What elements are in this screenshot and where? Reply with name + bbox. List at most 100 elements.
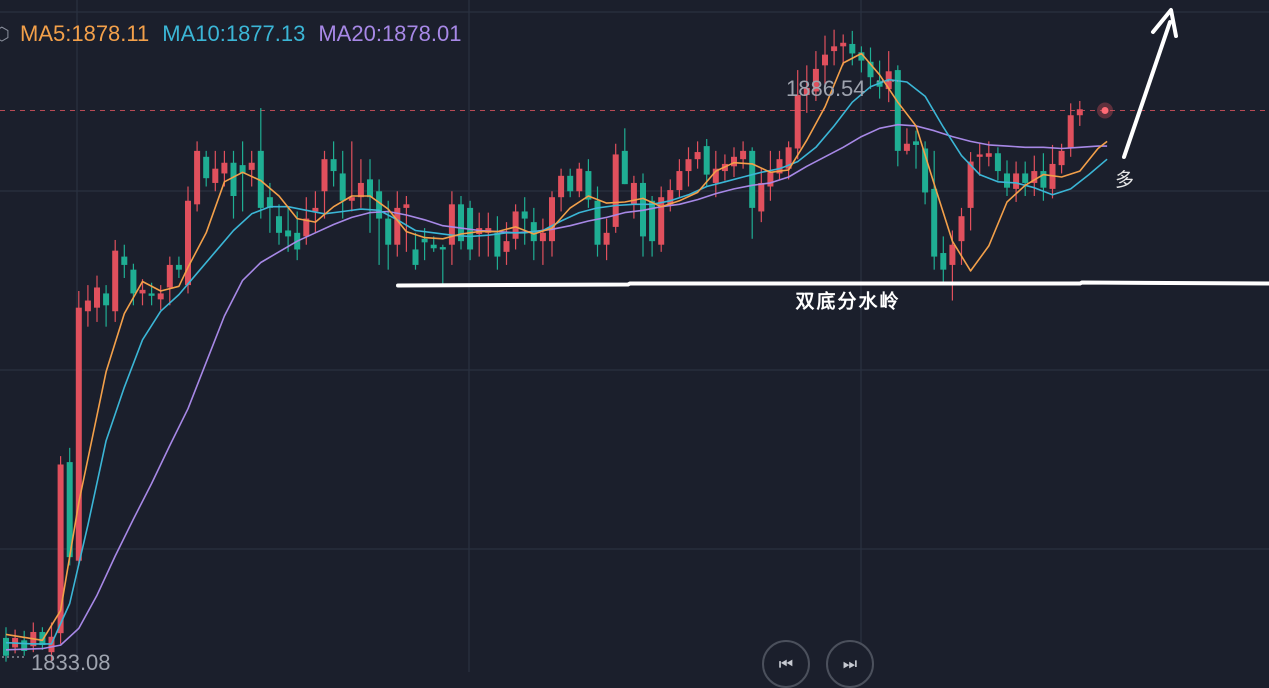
candle-body bbox=[84, 300, 91, 312]
candle-body bbox=[448, 204, 455, 245]
ma5-value: MA5:1878.11 bbox=[20, 21, 150, 46]
candle-body bbox=[203, 156, 210, 179]
candle-body bbox=[913, 141, 919, 145]
candle-body bbox=[494, 232, 501, 257]
candle-body bbox=[412, 249, 419, 265]
candle-body bbox=[1013, 173, 1020, 189]
candle-body bbox=[66, 462, 73, 558]
skip-back-button[interactable]: ⏮ bbox=[762, 640, 810, 688]
last-price-dot bbox=[1101, 106, 1109, 114]
candle-body bbox=[321, 159, 328, 192]
candle-body bbox=[794, 95, 801, 149]
skip-forward-icon: ⏭ bbox=[842, 654, 858, 673]
candle-body bbox=[1040, 171, 1047, 188]
skip-forward-button[interactable]: ⏭ bbox=[826, 640, 874, 688]
candle-body bbox=[949, 244, 956, 265]
ma20-value: MA20:1878.01 bbox=[318, 21, 462, 46]
candle-body bbox=[867, 61, 874, 78]
candle-body bbox=[630, 182, 637, 205]
candle-body bbox=[731, 156, 737, 167]
candle-body bbox=[339, 173, 346, 201]
candle-body bbox=[940, 253, 947, 270]
candle-body bbox=[57, 464, 64, 634]
candle-body bbox=[3, 637, 9, 656]
candle-body bbox=[1004, 173, 1010, 188]
candle-body bbox=[348, 197, 355, 201]
grid-lines bbox=[0, 0, 1269, 672]
candle-body bbox=[94, 287, 100, 308]
candle-body bbox=[285, 230, 292, 237]
candle-body bbox=[822, 54, 828, 66]
candle-body bbox=[139, 289, 146, 294]
candle-body bbox=[439, 247, 446, 250]
neckline-label: 双底分水岭 bbox=[795, 290, 900, 313]
candle-body bbox=[549, 197, 555, 242]
candle-body bbox=[394, 207, 401, 245]
annotations: 1886.54 1833.08 双底分水岭 多 bbox=[2, 8, 1269, 672]
candle-body bbox=[1031, 171, 1038, 183]
candle-body bbox=[985, 153, 992, 157]
candle-body bbox=[103, 293, 110, 306]
candle-body bbox=[276, 216, 282, 233]
candle-body bbox=[212, 168, 219, 183]
candle-body bbox=[776, 159, 783, 174]
candle-body bbox=[703, 146, 710, 175]
candle-body bbox=[458, 204, 464, 242]
candle-body bbox=[312, 207, 319, 212]
candle-body bbox=[967, 161, 974, 208]
candle-body bbox=[385, 218, 392, 245]
candle-body bbox=[1058, 150, 1065, 166]
candle-body bbox=[922, 148, 929, 193]
candle-body bbox=[521, 211, 528, 219]
settings-icon[interactable]: ⬡ bbox=[0, 23, 10, 44]
candle-body bbox=[767, 172, 774, 187]
ma5-line bbox=[5, 52, 1108, 642]
high-price-label: 1886.54 bbox=[786, 76, 866, 101]
up-arrow-shaft bbox=[1122, 20, 1172, 159]
candle-body bbox=[894, 70, 901, 151]
candle-body bbox=[594, 200, 601, 245]
candle-body bbox=[667, 190, 674, 205]
signal-label: 多 bbox=[1115, 169, 1134, 191]
ma10-value: MA10:1877.13 bbox=[162, 21, 306, 46]
candle-body bbox=[230, 162, 237, 197]
candle-body bbox=[649, 200, 656, 242]
candle-body bbox=[266, 197, 273, 208]
candle-body bbox=[121, 256, 128, 265]
candle-body bbox=[185, 200, 191, 286]
ma20-line bbox=[5, 123, 1108, 651]
candle-body bbox=[749, 150, 756, 208]
candle-body bbox=[512, 211, 519, 239]
ma-legend: ⬡ MA5:1878.11 MA10:1877.13 MA20:1878.01 bbox=[0, 19, 474, 49]
candle-body bbox=[166, 264, 173, 288]
candle-body bbox=[558, 175, 565, 198]
candlestick-plot[interactable]: 1886.54 1833.08 双底分水岭 多 bbox=[0, 0, 1269, 672]
candle-body bbox=[858, 52, 865, 61]
candle-body bbox=[21, 640, 28, 651]
candle-body bbox=[567, 175, 574, 192]
candle-body bbox=[421, 238, 428, 243]
candle-body bbox=[785, 147, 792, 169]
candle-body bbox=[758, 182, 765, 212]
candle-body bbox=[849, 43, 856, 54]
candle-body bbox=[612, 154, 619, 227]
candle-body bbox=[539, 232, 546, 242]
candle-body bbox=[585, 171, 592, 200]
candle-body bbox=[130, 269, 137, 294]
candle-body bbox=[658, 197, 665, 245]
candle-body bbox=[621, 150, 628, 185]
candle-body bbox=[330, 159, 337, 172]
candle-body bbox=[576, 168, 583, 192]
candle-body bbox=[903, 143, 910, 151]
candle-body bbox=[112, 250, 119, 312]
candle-body bbox=[403, 204, 410, 208]
candle-body bbox=[931, 188, 938, 257]
candle-body bbox=[840, 42, 847, 47]
candle-body bbox=[994, 153, 1001, 172]
candle-body bbox=[303, 218, 310, 237]
candle-body bbox=[194, 150, 201, 205]
candle-body bbox=[175, 264, 182, 270]
candle-body bbox=[75, 307, 82, 561]
candle-body bbox=[803, 87, 810, 96]
